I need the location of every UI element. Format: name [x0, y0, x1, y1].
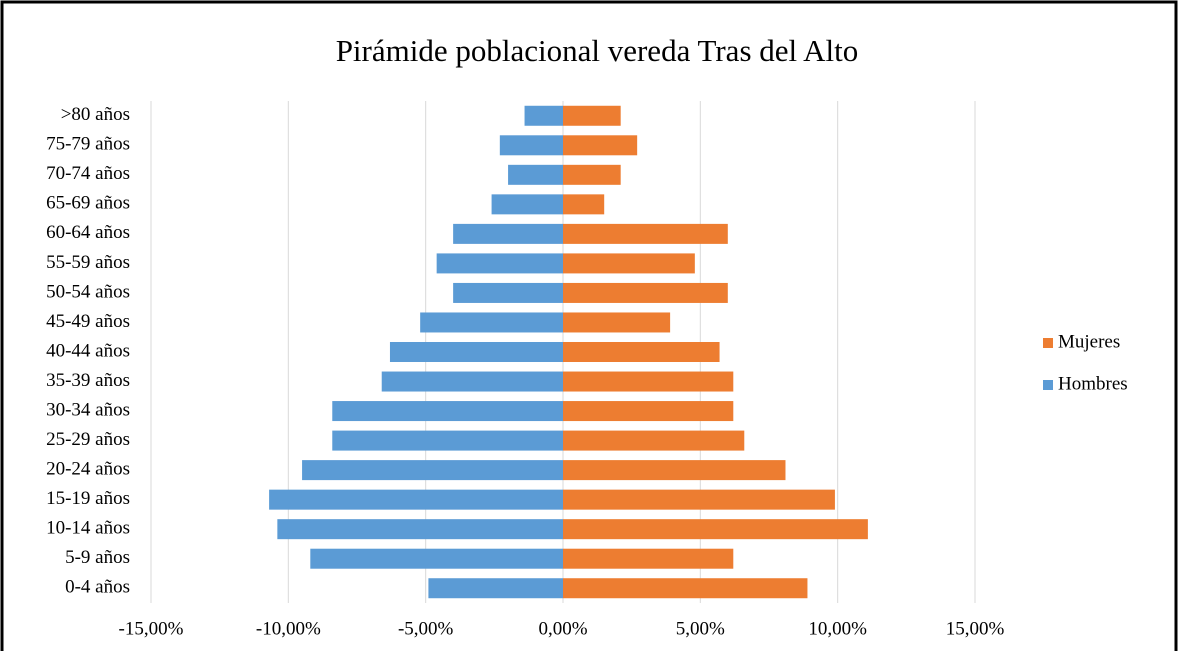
bar — [453, 223, 563, 244]
legend-label: Hombres — [1058, 373, 1128, 394]
y-tick-label: 75-79 años — [46, 134, 130, 155]
x-tick-label: 15,00% — [946, 618, 1005, 639]
bar — [563, 135, 638, 156]
bar — [428, 578, 563, 599]
y-tick-label: 70-74 años — [46, 163, 130, 184]
x-tick-label: 0,00% — [538, 618, 587, 639]
y-tick-label: 0-4 años — [65, 577, 130, 598]
y-tick-label: 20-24 años — [46, 458, 130, 479]
bar — [563, 223, 728, 244]
bar — [389, 342, 563, 362]
legend-swatch — [1043, 338, 1053, 348]
y-tick-label: 50-54 años — [46, 281, 130, 302]
bar — [563, 548, 734, 569]
bar — [563, 371, 734, 392]
bar — [453, 282, 563, 303]
chart-title: Pirámide poblacional vereda Tras del Alt… — [336, 33, 859, 68]
bar — [269, 489, 563, 510]
y-tick-label: 55-59 años — [46, 252, 130, 273]
bar — [524, 105, 563, 126]
bar — [436, 253, 563, 274]
bar — [310, 548, 563, 569]
bar — [563, 194, 605, 215]
bar — [491, 194, 563, 215]
bar — [563, 282, 728, 303]
legend-label: Mujeres — [1058, 331, 1120, 352]
bar — [563, 578, 808, 599]
legend-swatch — [1043, 380, 1053, 390]
bar — [563, 164, 621, 185]
x-tick-label: -15,00% — [119, 618, 184, 639]
bar — [302, 460, 563, 481]
x-tick-label: 5,00% — [676, 618, 725, 639]
bar — [563, 489, 835, 510]
x-tick-label: 10,00% — [808, 618, 867, 639]
bar — [563, 253, 695, 274]
bar — [563, 519, 868, 540]
y-tick-label: 5-9 años — [65, 547, 130, 568]
y-tick-label: 15-19 años — [46, 488, 130, 509]
bar — [277, 519, 563, 540]
x-tick-label: -10,00% — [256, 618, 321, 639]
bar — [499, 135, 563, 156]
bar — [563, 401, 734, 422]
bar — [563, 460, 786, 481]
bar — [420, 312, 563, 333]
bar — [563, 430, 745, 451]
y-tick-label: >80 años — [61, 104, 130, 125]
bar — [332, 430, 563, 451]
y-tick-label: 35-39 años — [46, 370, 130, 391]
y-tick-label: 45-49 años — [46, 311, 130, 332]
bar — [563, 105, 621, 126]
y-tick-label: 10-14 años — [46, 518, 130, 539]
x-tick-label: -5,00% — [398, 618, 454, 639]
y-tick-label: 40-44 años — [46, 340, 130, 361]
bar — [381, 371, 563, 392]
bar — [563, 312, 671, 333]
y-tick-label: 60-64 años — [46, 222, 130, 243]
bar — [563, 342, 720, 362]
bar — [332, 401, 563, 422]
y-tick-label: 65-69 años — [46, 193, 130, 214]
y-tick-label: 25-29 años — [46, 429, 130, 450]
y-tick-label: 30-34 años — [46, 399, 130, 420]
bar — [508, 164, 563, 185]
